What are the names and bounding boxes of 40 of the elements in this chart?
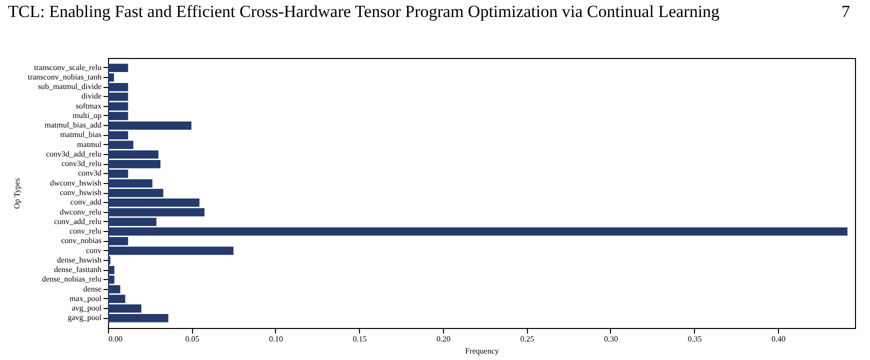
y-tick-label: conv_add_relu (54, 216, 102, 226)
y-axis-title: Op Types (12, 178, 22, 209)
y-tick-label: avg_pool (72, 304, 102, 313)
y-tick-label: dense_hswish (57, 255, 102, 264)
x-tick-label: 0.05 (185, 334, 200, 344)
y-tick-label: transconv_nobias_tanh (28, 72, 102, 82)
y-tick-label: conv3d_relu (62, 159, 102, 168)
x-axis-title: Frequency (465, 346, 499, 356)
x-tick-label: 0.10 (268, 334, 283, 344)
y-tick-label: divide (82, 92, 102, 101)
y-tick-label: matmul (77, 140, 102, 149)
y-tick-label: conv_nobias (61, 236, 102, 246)
x-tick-label: 0.20 (436, 334, 450, 344)
y-tick-label: conv3d_add_relu (46, 149, 102, 158)
y-tick-label: conv_add (70, 198, 102, 207)
y-tick-label: dwconv_hswish (50, 178, 102, 188)
y-tick-label: sub_matmul_divide (38, 82, 102, 92)
chart-title: TCL: Enabling Fast and Efficient Cross-Hardware Tensor Program Optimization via Continual Learning (8, 2, 720, 22)
y-tick-label: matmul_bias_add (44, 120, 102, 130)
y-tick-label: conv3d (78, 168, 102, 178)
text: 7 (842, 2, 850, 22)
y-tick-label: max_pool (70, 294, 102, 303)
y-tick-label: dense (83, 284, 102, 294)
x-tick-label: 0.00 (108, 334, 122, 344)
x-tick-label: 0.25 (520, 334, 534, 344)
y-tick-label: conv_hswish (60, 188, 102, 197)
x-tick-label: 0.35 (688, 334, 702, 344)
x-tick-label: 0.15 (352, 334, 367, 344)
y-tick-label: transconv_scale_relu (34, 62, 102, 72)
y-tick-label: conv (86, 246, 102, 255)
y-tick-label: conv_relu (70, 226, 102, 236)
y-tick-label: multi_op (72, 110, 102, 120)
y-tick-label: softmax (76, 101, 102, 110)
y-tick-label: gavg_pool (68, 313, 102, 322)
y-tick-label: dense_nobias_relu (42, 274, 102, 284)
y-tick-label: dwconv_relu (60, 207, 102, 216)
y-tick-label: matmul_bias (60, 130, 102, 140)
y-tick-label: dense_fasttanh (54, 265, 102, 274)
x-tick-label: 0.30 (604, 334, 618, 344)
x-tick-label: 0.40 (771, 334, 786, 344)
